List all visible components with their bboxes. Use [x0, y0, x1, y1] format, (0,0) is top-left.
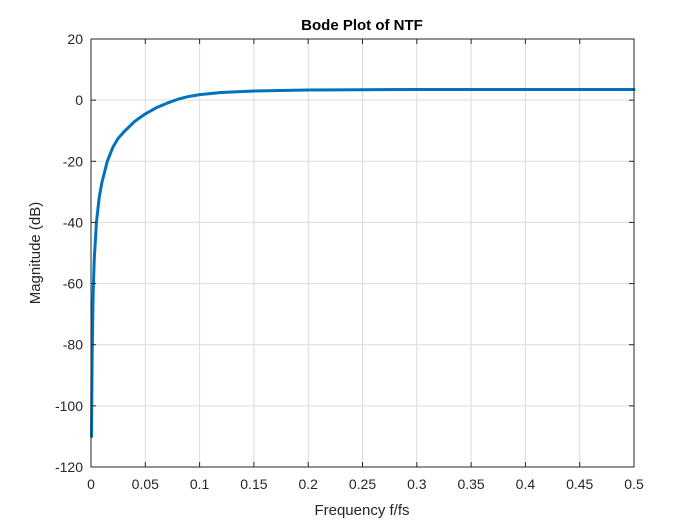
- x-tick-label: 0: [87, 476, 95, 492]
- x-tick-label: 0.15: [240, 476, 267, 492]
- x-tick-label: 0.35: [457, 476, 484, 492]
- x-axis-title: Frequency f/fs: [314, 502, 409, 519]
- x-tick-label: 0.25: [349, 476, 376, 492]
- x-tick-label: 0.05: [132, 476, 159, 492]
- x-tick-label: 0.4: [516, 476, 536, 492]
- x-tick-label: 0.45: [566, 476, 593, 492]
- x-tick-label: 0.3: [407, 476, 427, 492]
- y-tick-label: 20: [67, 31, 83, 47]
- y-tick-label: -100: [55, 398, 83, 414]
- axis-ticks: 0 0.05 0.1 0.15 0.2 0.25 0.3 0.35 0.4 0.45 0.5200-…: [55, 31, 644, 492]
- y-tick-label: -60: [63, 276, 83, 292]
- x-tick-label: 0.5: [624, 476, 644, 492]
- y-tick-label: -80: [63, 337, 83, 353]
- y-tick-label: -40: [63, 214, 83, 230]
- y-tick-label: -20: [63, 153, 83, 169]
- x-tick-label: 0.1: [190, 476, 210, 492]
- y-tick-label: -120: [55, 459, 83, 475]
- y-axis-title: Magnitude (dB): [27, 202, 44, 305]
- y-tick-label: 0: [75, 92, 83, 108]
- x-tick-label: 0.2: [298, 476, 318, 492]
- ntf-magnitude-line: [90, 87, 636, 438]
- chart-title: Bode Plot of NTF: [301, 17, 423, 34]
